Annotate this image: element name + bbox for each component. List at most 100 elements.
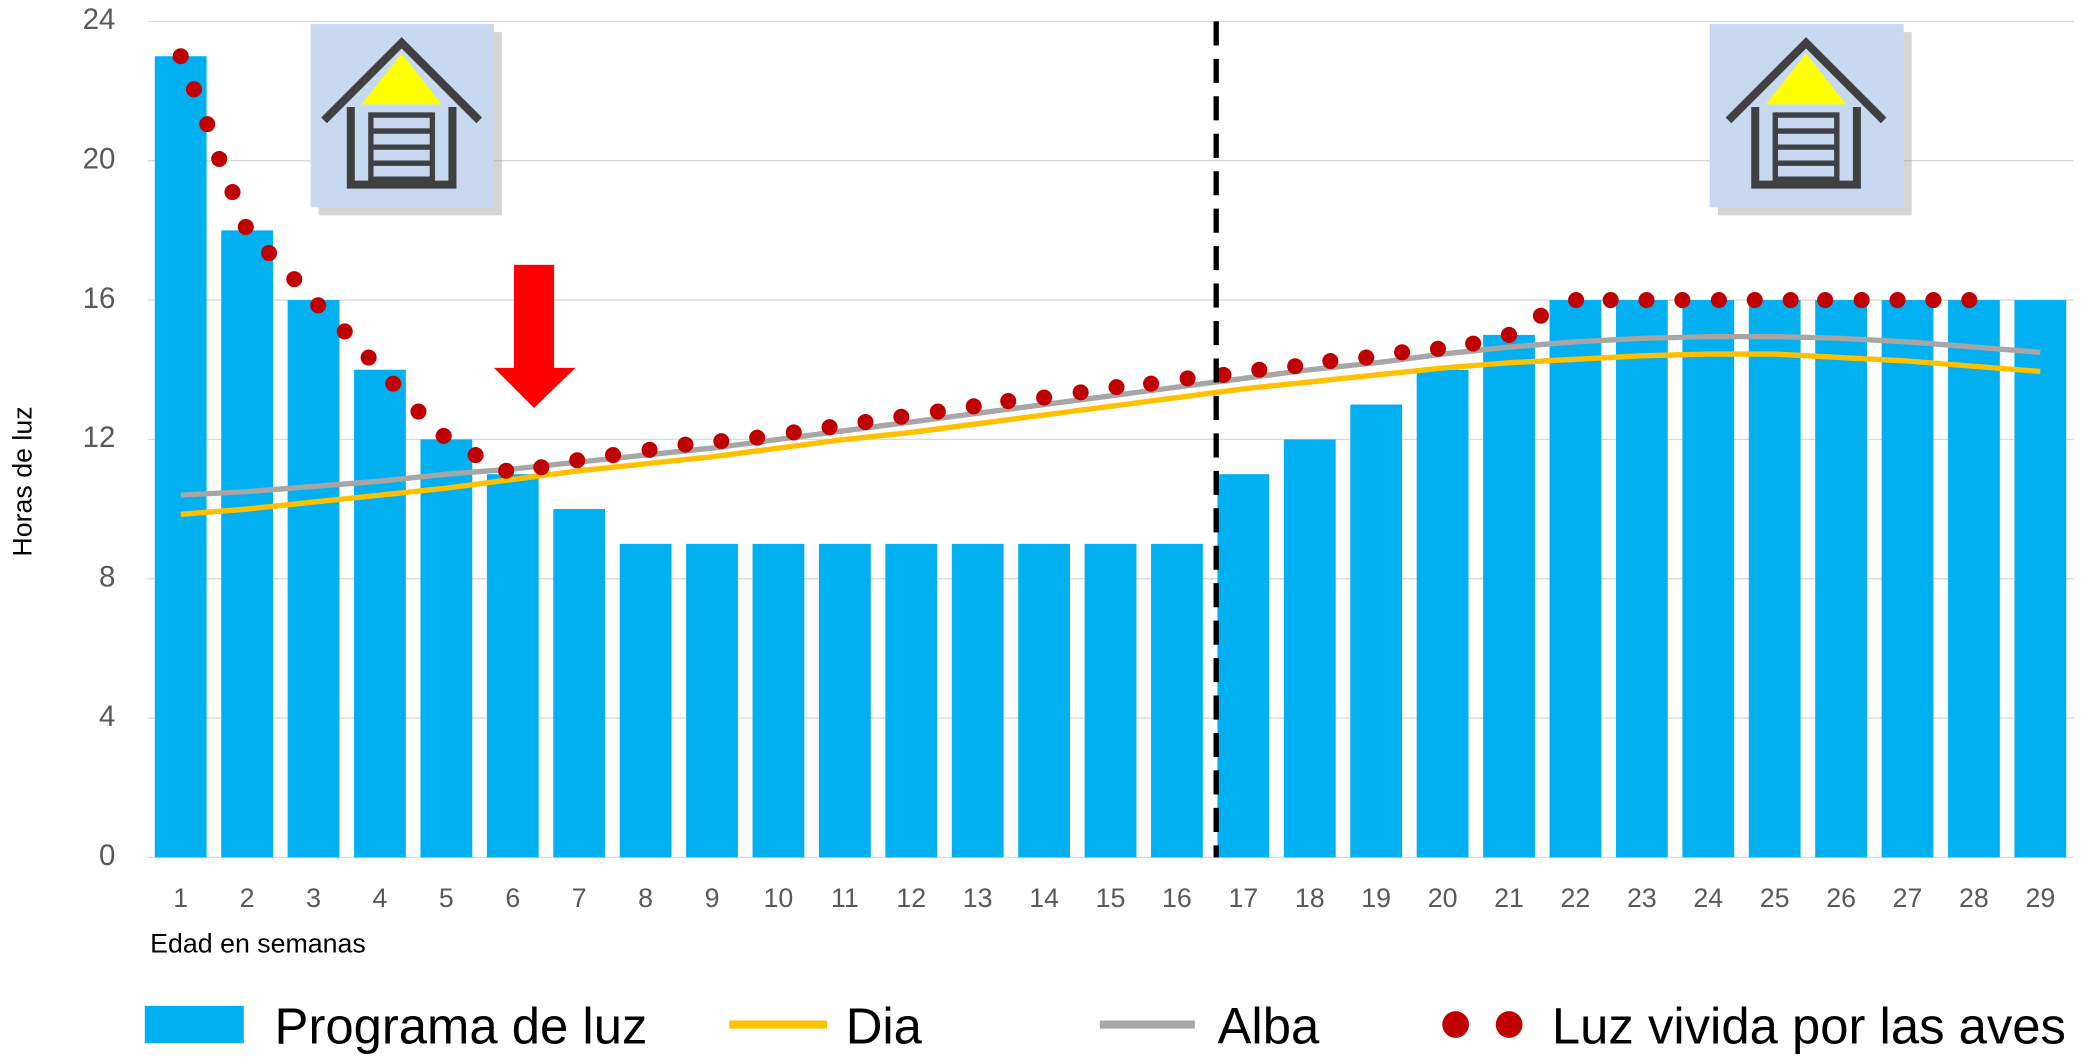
house-icon — [310, 24, 502, 216]
dot — [929, 403, 946, 420]
dot — [749, 429, 766, 446]
bar — [619, 543, 672, 858]
x-tick-label: 9 — [705, 883, 720, 913]
dot — [172, 48, 189, 65]
dot — [893, 408, 910, 425]
dot — [1638, 292, 1655, 309]
x-tick-label: 20 — [1428, 883, 1458, 913]
dot — [1465, 335, 1482, 352]
y-tick-label: 20 — [83, 142, 116, 175]
bar — [354, 369, 406, 858]
x-tick-label: 6 — [505, 883, 520, 913]
x-tick-label: 3 — [306, 883, 321, 913]
x-tick-label: 5 — [439, 883, 454, 913]
dot — [605, 447, 622, 464]
dot — [1072, 384, 1089, 401]
bar — [1948, 300, 2000, 858]
dot — [1000, 393, 1017, 410]
x-tick-label: 2 — [240, 883, 255, 913]
bar — [1682, 300, 1735, 858]
y-tick-label: 0 — [99, 839, 115, 872]
y-tick-label: 16 — [83, 282, 116, 315]
bar — [1084, 543, 1137, 858]
dot — [1674, 292, 1691, 309]
line — [180, 351, 2041, 517]
dot — [677, 436, 694, 453]
bar — [951, 543, 1004, 858]
legend-label: Dia — [846, 997, 923, 1054]
dot — [1782, 292, 1799, 309]
x-tick-label: 8 — [638, 883, 653, 913]
y-axis-label: Horas de luz — [8, 406, 38, 556]
dot — [1889, 292, 1906, 309]
x-tick-label: 23 — [1627, 883, 1657, 913]
dot — [310, 297, 327, 314]
bar — [1018, 543, 1071, 858]
dot — [965, 398, 982, 415]
bar — [686, 543, 738, 858]
bar — [818, 543, 871, 858]
dot — [1568, 292, 1585, 309]
dot — [1925, 292, 1942, 309]
dot — [857, 413, 874, 430]
legend-swatch — [1495, 1011, 1523, 1038]
bar — [1815, 300, 1868, 858]
x-tick-label: 12 — [896, 883, 926, 913]
dot — [1532, 307, 1549, 324]
x-tick-label: 13 — [963, 883, 993, 913]
x-tick-label: 26 — [1826, 883, 1856, 913]
x-tick-label: 10 — [764, 883, 794, 913]
dot — [261, 245, 278, 262]
dot — [385, 375, 402, 392]
bar — [1483, 334, 1535, 858]
dot — [410, 403, 427, 420]
dot — [821, 419, 838, 436]
dot — [185, 81, 203, 98]
bar — [1881, 300, 1934, 858]
dot — [1746, 292, 1763, 309]
y-tick-label: 12 — [83, 421, 116, 454]
dot — [467, 447, 484, 464]
legend-label: Luz vivida por las aves — [1552, 997, 2066, 1054]
bar — [885, 543, 938, 858]
x-tick-label: 21 — [1494, 883, 1524, 913]
bar — [1748, 300, 1801, 858]
bar — [2014, 300, 2067, 858]
x-tick-label: 25 — [1760, 883, 1790, 913]
dot — [498, 462, 515, 479]
dot — [336, 323, 353, 340]
dot — [533, 459, 550, 476]
dot — [1602, 292, 1619, 309]
dot — [569, 452, 586, 469]
dot — [1394, 344, 1411, 361]
y-tick-label: 24 — [83, 3, 116, 36]
bar — [1283, 439, 1336, 858]
x-tick-label: 16 — [1162, 883, 1192, 913]
dot — [1108, 379, 1125, 396]
bar — [553, 509, 606, 858]
bar — [1217, 474, 1270, 858]
dot — [211, 150, 228, 168]
x-tick-label: 24 — [1693, 883, 1723, 913]
x-tick-label: 7 — [572, 883, 587, 913]
x-tick-label: 17 — [1228, 883, 1258, 913]
dot — [1036, 389, 1053, 406]
dot — [1961, 292, 1978, 309]
dot — [1215, 366, 1232, 383]
dot — [224, 184, 241, 201]
legend-label: Alba — [1218, 997, 1320, 1054]
bar — [420, 439, 473, 858]
x-tick-label: 1 — [173, 883, 188, 913]
dot — [1143, 375, 1160, 392]
dot — [199, 116, 216, 133]
x-tick-label: 29 — [2025, 883, 2055, 913]
bar — [1416, 369, 1469, 858]
dot — [713, 433, 730, 450]
x-tick-label: 22 — [1561, 883, 1591, 913]
dot — [641, 441, 658, 458]
dot — [1251, 361, 1268, 378]
dot — [286, 271, 303, 288]
x-tick-label: 28 — [1959, 883, 1989, 913]
